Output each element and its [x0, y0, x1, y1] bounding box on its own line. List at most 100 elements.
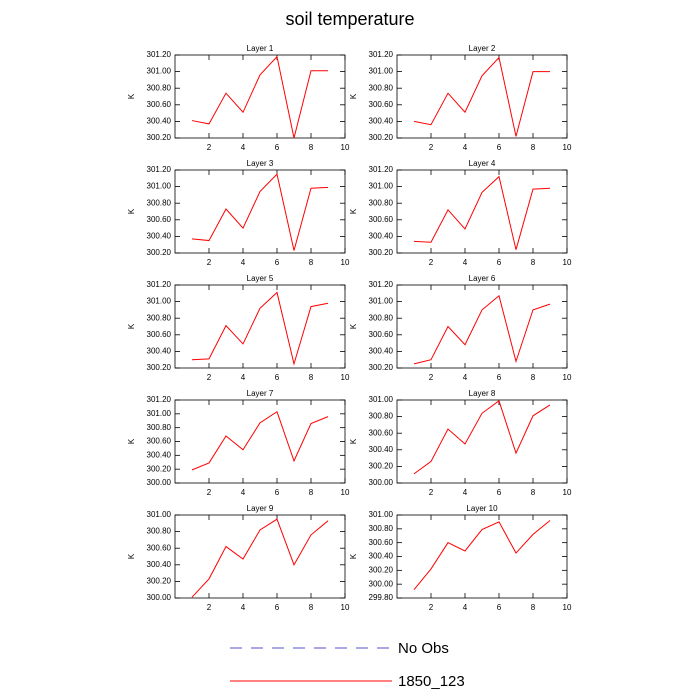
y-tick-label: 300.40 — [147, 560, 172, 569]
y-axis-label: K — [127, 93, 136, 99]
x-tick-label: 4 — [241, 373, 246, 382]
y-axis-label: K — [349, 553, 358, 559]
y-tick-label: 300.80 — [147, 83, 172, 92]
subplot: Layer 4 K 300.20 300.40 300.60 300.80 301.00 30… — [349, 159, 572, 267]
data-line — [191, 518, 329, 598]
y-tick-label: 299.80 — [369, 593, 394, 602]
y-tick-label: 300.00 — [147, 593, 172, 602]
y-tick-label: 301.00 — [369, 182, 394, 191]
data-line — [413, 400, 551, 475]
y-tick-label: 300.20 — [147, 464, 172, 473]
y-tick-label: 300.20 — [369, 565, 394, 574]
y-tick-label: 301.00 — [369, 297, 394, 306]
y-tick-label: 301.20 — [369, 280, 394, 289]
plot-frame — [174, 399, 346, 484]
plot-frame — [174, 284, 346, 369]
x-tick-label: 4 — [241, 143, 246, 152]
y-tick-label: 301.00 — [147, 409, 172, 418]
x-tick-label: 6 — [275, 603, 280, 612]
x-tick-label: 8 — [309, 258, 314, 267]
y-tick-label: 300.80 — [369, 198, 394, 207]
data-line — [413, 520, 551, 591]
y-tick-label: 300.40 — [147, 117, 172, 126]
plot-frame — [396, 284, 568, 369]
data-line — [413, 294, 551, 365]
x-tick-label: 6 — [275, 258, 280, 267]
y-tick-label: 300.80 — [369, 524, 394, 533]
x-tick-label: 10 — [341, 143, 350, 152]
y-tick-label: 300.80 — [147, 423, 172, 432]
y-axis-label: K — [349, 208, 358, 214]
y-tick-label: 300.20 — [147, 363, 172, 372]
y-tick-label: 301.00 — [369, 510, 394, 519]
legend-label: No Obs — [398, 640, 449, 657]
y-tick-label: 300.60 — [147, 330, 172, 339]
x-tick-label: 8 — [309, 488, 314, 497]
x-tick-label: 6 — [275, 488, 280, 497]
y-tick-label: 300.40 — [147, 450, 172, 459]
subplot-title: Layer 3 — [247, 159, 274, 168]
subplot-title: Layer 8 — [469, 389, 496, 398]
y-tick-label: 301.00 — [369, 395, 394, 404]
x-tick-label: 8 — [309, 603, 314, 612]
x-tick-label: 6 — [497, 488, 502, 497]
plot-frame — [174, 169, 346, 254]
y-tick-label: 300.40 — [147, 347, 172, 356]
y-tick-label: 300.60 — [147, 437, 172, 446]
subplot: Layer 9 K 300.00 300.20 300.40 300.60 300.80 30… — [127, 504, 350, 612]
x-tick-label: 8 — [531, 143, 536, 152]
y-tick-label: 300.80 — [369, 313, 394, 322]
subplot: Layer 3 K 300.20 300.40 300.60 300.80 301.00 30… — [127, 159, 350, 267]
plot-frame — [174, 54, 346, 139]
x-tick-label: 6 — [275, 373, 280, 382]
x-tick-label: 4 — [241, 603, 246, 612]
y-tick-label: 301.00 — [147, 510, 172, 519]
x-tick-label: 10 — [563, 603, 572, 612]
y-axis-label: K — [127, 438, 136, 444]
y-tick-label: 300.00 — [369, 579, 394, 588]
y-tick-label: 300.40 — [369, 232, 394, 241]
y-tick-label: 300.40 — [147, 232, 172, 241]
x-tick-label: 6 — [497, 143, 502, 152]
x-tick-label: 10 — [563, 373, 572, 382]
y-axis-label: K — [127, 553, 136, 559]
x-tick-label: 2 — [429, 373, 434, 382]
x-tick-label: 10 — [341, 603, 350, 612]
x-tick-label: 4 — [463, 373, 468, 382]
x-tick-label: 2 — [207, 143, 212, 152]
x-tick-label: 8 — [531, 488, 536, 497]
x-tick-label: 10 — [563, 143, 572, 152]
y-tick-label: 300.60 — [147, 543, 172, 552]
data-line — [413, 56, 550, 137]
x-tick-label: 2 — [207, 603, 212, 612]
x-tick-label: 10 — [563, 258, 572, 267]
x-tick-label: 10 — [341, 373, 350, 382]
x-tick-label: 10 — [341, 488, 350, 497]
x-tick-label: 6 — [497, 258, 502, 267]
y-axis-label: K — [349, 93, 358, 99]
y-tick-label: 300.40 — [369, 552, 394, 561]
y-tick-label: 300.20 — [147, 248, 172, 257]
plot-frame — [396, 399, 568, 484]
y-tick-label: 300.80 — [147, 527, 172, 536]
x-tick-label: 4 — [463, 258, 468, 267]
y-tick-label: 301.00 — [369, 67, 394, 76]
y-tick-label: 300.20 — [369, 133, 394, 142]
x-tick-label: 2 — [207, 373, 212, 382]
y-tick-label: 300.80 — [369, 412, 394, 421]
x-tick-label: 4 — [463, 603, 468, 612]
y-tick-label: 300.60 — [369, 100, 394, 109]
data-line — [191, 173, 329, 251]
subplot: Layer 6 K 300.20 300.40 300.60 300.80 301.00 30… — [349, 274, 572, 382]
y-tick-label: 300.00 — [147, 478, 172, 487]
x-tick-label: 10 — [341, 258, 350, 267]
x-tick-label: 8 — [531, 373, 536, 382]
x-tick-label: 8 — [531, 258, 536, 267]
x-tick-label: 6 — [497, 373, 502, 382]
subplot: Layer 7 K 300.00 300.20 300.40 300.60 300.80 30… — [127, 389, 350, 497]
x-tick-label: 8 — [309, 373, 314, 382]
x-tick-label: 6 — [497, 603, 502, 612]
subplot-title: Layer 7 — [247, 389, 274, 398]
subplot-title: Layer 5 — [247, 274, 274, 283]
data-line — [191, 291, 329, 366]
